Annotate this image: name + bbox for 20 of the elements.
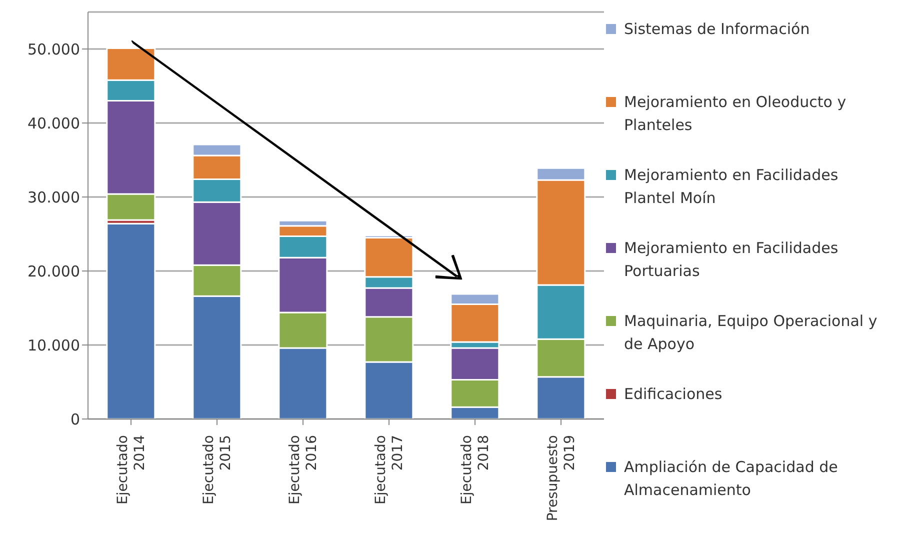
x-tick-label: Presupuesto 2019 (545, 435, 578, 522)
x-tick-label: Ejecutado 2017 (373, 435, 406, 504)
legend-label: Mejoramiento en Oleoducto y Planteles (624, 92, 848, 136)
y-tick-label: 10.000 (28, 336, 80, 354)
y-tick-label: 20.000 (28, 262, 80, 280)
x-tick-label: Ejecutado 2015 (201, 435, 234, 504)
legend-label: Sistemas de Información (624, 19, 810, 40)
y-tick-label: 40.000 (28, 114, 80, 132)
legend-label: Maquinaria, Equipo Operacional y de Apoyo (624, 311, 878, 355)
x-tick-label: Ejecutado 2014 (115, 434, 148, 504)
legend-label: Edificaciones (624, 384, 722, 405)
bar (106, 222, 156, 419)
legend-label: Ampliación de Capacidad de Almacenamiento (624, 457, 839, 501)
x-tick-label: Ejecutado 2016 (287, 434, 320, 504)
y-tick-label: 30.000 (28, 188, 80, 206)
legend-label: Mejoramiento en Facilidades Portuarias (624, 238, 840, 282)
y-tick-label: 50.000 (28, 40, 80, 58)
x-tick-label: Ejecutado 2018 (459, 435, 492, 504)
y-tick-label: 0 (70, 410, 80, 428)
legend-label: Mejoramiento en Facilidades Plantel Moín (624, 165, 840, 209)
